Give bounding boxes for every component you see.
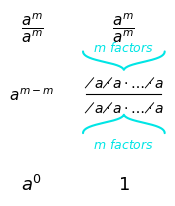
Text: $a^0$: $a^0$: [22, 174, 43, 194]
Text: $1$: $1$: [118, 175, 130, 193]
Text: $\not{a} \cdot \not{a} \cdot \ldots \cdot \not{a}$: $\not{a} \cdot \not{a} \cdot \ldots \cdo…: [84, 75, 164, 90]
Text: $\dfrac{a^m}{a^m}$: $\dfrac{a^m}{a^m}$: [20, 11, 43, 45]
Text: $\not{a} \cdot \not{a} \cdot \ldots \cdot \not{a}$: $\not{a} \cdot \not{a} \cdot \ldots \cdo…: [84, 100, 164, 115]
Text: $\dfrac{a^m}{a^m}$: $\dfrac{a^m}{a^m}$: [112, 11, 135, 45]
Text: $a^{m-m}$: $a^{m-m}$: [9, 87, 55, 103]
Text: $m$ factors: $m$ factors: [93, 138, 154, 152]
Text: $m$ factors: $m$ factors: [93, 41, 154, 55]
